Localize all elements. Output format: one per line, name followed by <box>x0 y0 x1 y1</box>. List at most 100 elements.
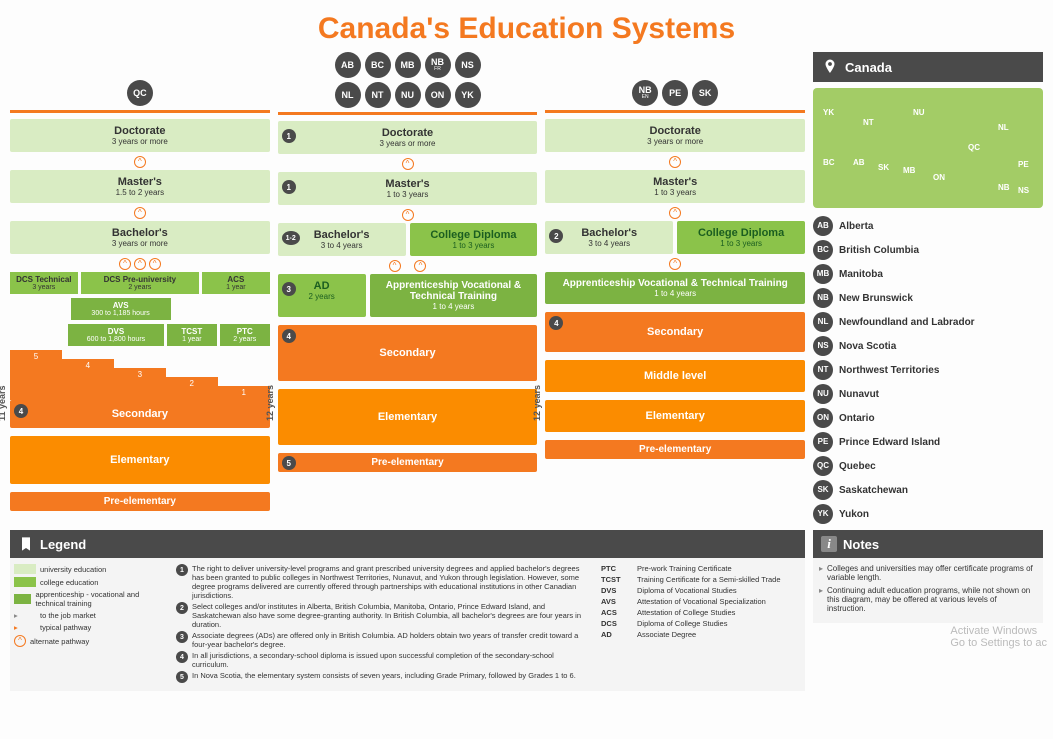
sidebar: Canada YKNTNUBCABSKMBONQCNLNBNSPE ABAlbe… <box>813 52 1043 526</box>
legend-note: 3Associate degrees (ADs) are offered onl… <box>176 631 589 649</box>
g3-elementary: Elementary <box>545 400 805 432</box>
qc-badges: QC <box>10 80 270 106</box>
province-name: Ontario <box>839 413 875 424</box>
g2-elementary: Elementary <box>278 389 538 445</box>
legend-abbr: ADAssociate Degree <box>601 630 801 639</box>
qc-tcst: TCST1 year <box>167 324 217 346</box>
province-row: NBNew Brunswick <box>813 286 1043 310</box>
qc-secondary-stairs: 5 4 3 2 1 <box>10 350 270 400</box>
province-row: YKYukon <box>813 502 1043 526</box>
province-badge: NT <box>813 360 833 380</box>
province-badge: YK <box>813 504 833 524</box>
province-row: MBManitoba <box>813 262 1043 286</box>
map-label: NU <box>913 108 925 117</box>
map-label: ON <box>933 173 945 182</box>
g2-masters: 1 Master's1 to 3 years <box>278 172 538 205</box>
legend-note: 4In all jurisdictions, a secondary-schoo… <box>176 651 589 669</box>
arrow-up-icon: ^ <box>134 156 146 168</box>
qc-pre-elementary: Pre-elementary <box>10 492 270 511</box>
qc-doctorate: Doctorate 3 years or more <box>10 119 270 152</box>
legend-abbr: TCSTTraining Certificate for a Semi-skil… <box>601 575 801 584</box>
qc-masters: Master's 1.5 to 2 years <box>10 170 270 203</box>
qc-years-label: 11 years <box>0 385 7 421</box>
legend-note: 2Select colleges and/or institutes in Al… <box>176 602 589 629</box>
g2-doctorate: 1 Doctorate3 years or more <box>278 121 538 154</box>
legend-keys: university educationcollege educationapp… <box>14 564 164 685</box>
notes-panel: i Notes ▸Colleges and universities may o… <box>813 530 1043 691</box>
province-name: Manitoba <box>839 269 883 280</box>
g3-secondary: 4 Secondary <box>545 312 805 352</box>
legend-key: apprenticeship - vocational and technica… <box>14 590 164 608</box>
g3-apprenticeship: Apprenticeship Vocational & Technical Tr… <box>545 272 805 304</box>
qc-avs: AVS300 to 1,185 hours <box>71 298 171 320</box>
province-badge: AB <box>813 216 833 236</box>
badge-qc: QC <box>127 80 153 106</box>
province-name: British Columbia <box>839 245 919 256</box>
g3-masters: Master's1 to 3 years <box>545 170 805 203</box>
canada-map: YKNTNUBCABSKMBONQCNLNBNSPE <box>813 88 1043 208</box>
map-label: PE <box>1018 160 1029 169</box>
bookmark-icon <box>18 536 34 552</box>
g2-secondary: 4 Secondary <box>278 325 538 381</box>
province-name: Saskatchewan <box>839 485 908 496</box>
qc-college-row: DCS Technical3 years DCS Pre-university2… <box>10 272 270 294</box>
map-label: NB <box>998 183 1010 192</box>
province-name: Quebec <box>839 461 876 472</box>
province-name: Newfoundland and Labrador <box>839 317 975 328</box>
map-label: AB <box>853 158 865 167</box>
g3-doctorate: Doctorate3 years or more <box>545 119 805 152</box>
arrow-up-icon: ^ <box>134 207 146 219</box>
notes-item: ▸Colleges and universities may offer cer… <box>819 564 1037 582</box>
legend-note: 5In Nova Scotia, the elementary system c… <box>176 671 589 683</box>
province-badge: QC <box>813 456 833 476</box>
province-row: QC Quebec <box>813 454 1043 478</box>
qc-secondary: 4 Secondary <box>10 400 270 428</box>
map-label: QC <box>968 143 980 152</box>
province-badge: NB <box>813 288 833 308</box>
g2-bachelors: 1-2 Bachelor's3 to 4 years <box>278 223 406 256</box>
province-badge: NU <box>813 384 833 404</box>
legend-abbr: PTCPre-work Training Certificate <box>601 564 801 573</box>
legend-abbr: AVSAttestation of Vocational Specializat… <box>601 597 801 606</box>
divider <box>10 110 270 113</box>
province-row: BC British Columbia <box>813 238 1043 262</box>
column-group3: NBEN PE SK Doctorate3 years or more ^ Ma… <box>545 52 805 526</box>
province-badge: SK <box>813 480 833 500</box>
legend-panel: Legend university educationcollege educa… <box>10 530 805 691</box>
legend-abbr: DVSDiploma of Vocational Studies <box>601 586 801 595</box>
province-badge: ON <box>813 408 833 428</box>
legend-note: 1The right to deliver university-level p… <box>176 564 589 600</box>
map-label: SK <box>878 163 889 172</box>
qc-ptc: PTC2 years <box>220 324 270 346</box>
qc-acs: ACS1 year <box>202 272 270 294</box>
map-label: NL <box>998 123 1009 132</box>
legend-key: ▸typical pathway <box>14 623 164 632</box>
windows-watermark: Activate WindowsGo to Settings to ac <box>950 625 1047 649</box>
province-row: AB Alberta <box>813 214 1043 238</box>
province-badge: NS <box>813 336 833 356</box>
map-label: NT <box>863 118 874 127</box>
qc-dvs: DVS600 to 1,800 hours <box>68 324 164 346</box>
g2-apprenticeship: Apprenticeship Vocational & Technical Tr… <box>370 274 538 317</box>
province-name: Nunavut <box>839 389 879 400</box>
g3-bachelors: 2 Bachelor's3 to 4 years <box>545 221 673 254</box>
province-row: NL Newfoundland and Labrador <box>813 310 1043 334</box>
province-row: ON Ontario <box>813 406 1043 430</box>
column-group2: AB BC MB NBFR NS NL NT NU ON YK 1 Doctor… <box>278 52 538 526</box>
g2-badges-row1: AB BC MB NBFR NS <box>278 52 538 78</box>
g2-ad: 3 AD2 years <box>278 274 366 317</box>
main-columns: QC Doctorate 3 years or more ^ Master's … <box>0 52 1053 526</box>
province-row: NU Nunavut <box>813 382 1043 406</box>
legend-footnotes: 1The right to deliver university-level p… <box>176 564 589 685</box>
legend-key: college education <box>14 577 164 587</box>
province-badge: BC <box>813 240 833 260</box>
province-name: Alberta <box>839 221 873 232</box>
g3-pre-elementary: Pre-elementary <box>545 440 805 459</box>
info-icon: i <box>821 536 837 552</box>
legend-key: ▸to the job market <box>14 611 164 620</box>
province-badge: NL <box>813 312 833 332</box>
province-name: Nova Scotia <box>839 341 896 352</box>
g2-pre-elementary: 5 Pre-elementary <box>278 453 538 472</box>
province-name: Prince Edward Island <box>839 437 940 448</box>
map-label: BC <box>823 158 835 167</box>
